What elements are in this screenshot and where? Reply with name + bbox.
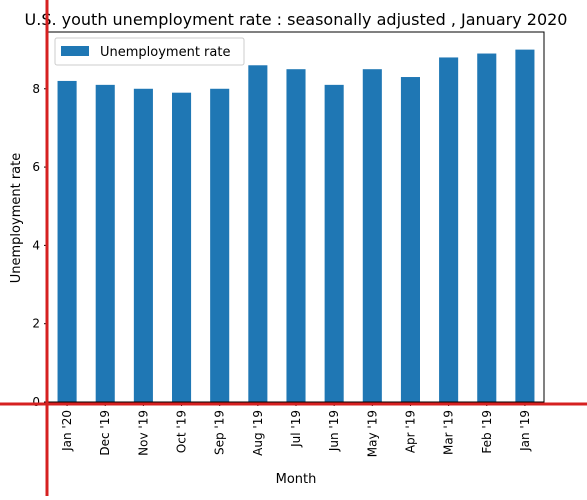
bar <box>57 80 77 402</box>
bar <box>210 88 230 403</box>
y-tick-label: 2 <box>32 317 40 331</box>
x-tick-label: Mar '19 <box>442 410 456 455</box>
y-tick-label: 6 <box>32 160 40 174</box>
bar <box>324 84 344 403</box>
legend-label: Unemployment rate <box>100 45 230 60</box>
y-tick-label: 8 <box>32 82 40 96</box>
bar <box>172 92 192 402</box>
x-tick-label: Nov '19 <box>136 410 150 456</box>
y-axis-label: Unemployment rate <box>9 153 24 283</box>
x-tick-label: Jan '19 <box>518 410 532 452</box>
x-tick-label: Jun '19 <box>327 410 341 452</box>
x-tick-label: Apr '19 <box>403 410 417 453</box>
chart-title: U.S. youth unemployment rate : seasonall… <box>25 10 568 29</box>
bar <box>400 77 420 402</box>
bar <box>95 84 115 403</box>
bar <box>439 57 459 402</box>
x-axis-label: Month <box>276 472 317 487</box>
legend: Unemployment rate <box>54 37 245 66</box>
y-tick-label: 4 <box>32 238 40 252</box>
x-tick-label: Dec '19 <box>98 410 112 456</box>
x-tick-label: May '19 <box>365 410 379 457</box>
y-tick-label: 0 <box>32 395 40 409</box>
bar <box>362 69 382 402</box>
x-ticks-group: Jan '20 Dec '19 Nov '19 Oct '19 Sep '19 Aug '… <box>60 402 532 457</box>
x-tick-label: Oct '19 <box>175 410 189 453</box>
legend-frame <box>54 37 245 66</box>
x-tick-label: Sep '19 <box>213 410 227 455</box>
x-tick-label: Feb '19 <box>480 410 494 454</box>
bar <box>286 69 306 402</box>
x-tick-label: Jul '19 <box>289 410 303 448</box>
x-tick-label: Jan '20 <box>60 410 74 452</box>
bar <box>248 65 268 402</box>
x-tick-label: Aug '19 <box>251 410 265 456</box>
legend-swatch <box>61 46 89 56</box>
bars-group <box>57 49 535 403</box>
bar <box>515 49 535 403</box>
bar <box>477 53 497 402</box>
bar <box>133 88 153 403</box>
